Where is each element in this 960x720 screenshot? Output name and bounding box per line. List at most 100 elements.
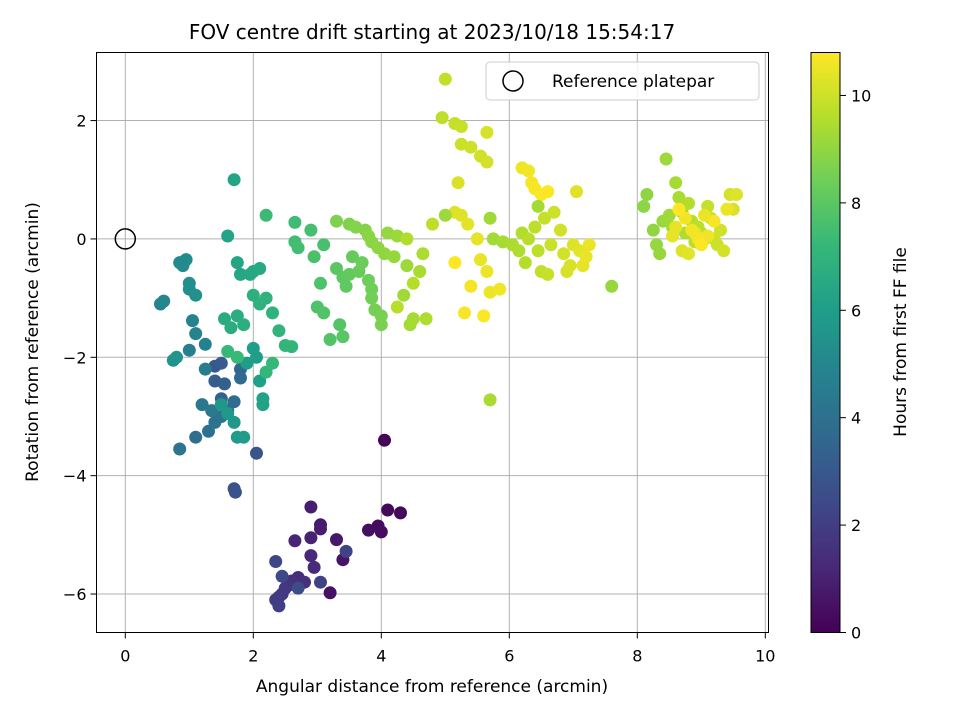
data-point — [323, 333, 337, 346]
data-point — [659, 152, 673, 166]
colorbar-label: Hours from first FF file — [891, 247, 911, 437]
colorbar-gradient — [810, 52, 841, 633]
x-tick-label: 4 — [376, 647, 386, 666]
x-tick-label: 2 — [248, 647, 258, 666]
data-point — [266, 356, 279, 370]
data-point — [698, 208, 711, 222]
data-point — [227, 415, 241, 429]
data-point — [333, 318, 347, 332]
data-point — [224, 321, 238, 335]
data-point — [438, 208, 452, 222]
data-point — [547, 205, 561, 219]
data-point — [330, 533, 343, 547]
data-point — [237, 430, 251, 444]
data-point — [234, 267, 247, 281]
data-point — [378, 433, 391, 447]
data-point — [387, 250, 401, 264]
x-tick-label: 8 — [632, 647, 642, 666]
data-point — [189, 288, 203, 302]
data-point — [570, 185, 583, 199]
data-point — [250, 350, 263, 364]
data-point — [221, 344, 235, 358]
data-point — [448, 256, 462, 270]
data-point — [480, 155, 494, 169]
data-point — [304, 549, 318, 563]
data-point — [458, 306, 471, 320]
data-point — [304, 500, 318, 514]
data-point — [227, 395, 241, 409]
data-point — [528, 220, 542, 234]
legend-marker — [502, 70, 524, 92]
y-tick-label: 2 — [76, 112, 86, 131]
data-point — [646, 223, 660, 237]
data-point — [720, 202, 734, 216]
data-point — [250, 446, 263, 460]
data-point — [189, 327, 203, 341]
data-point — [544, 238, 558, 252]
colorbar-tick-label: 2 — [851, 516, 861, 535]
data-point — [483, 211, 497, 225]
data-point — [291, 241, 305, 255]
data-point — [339, 279, 353, 293]
colorbar-tick-label: 6 — [851, 301, 861, 320]
data-point — [275, 569, 289, 583]
data-point — [682, 196, 695, 210]
data-point — [362, 523, 375, 537]
data-point — [291, 581, 305, 595]
data-point — [416, 247, 430, 261]
data-point — [730, 188, 743, 201]
data-point — [173, 442, 187, 456]
data-point — [406, 312, 420, 326]
data-point — [374, 525, 388, 539]
colorbar: 0 2 4 6 8 10 Hours from first FF file — [810, 52, 911, 643]
data-point — [480, 265, 494, 278]
data-point — [195, 398, 209, 412]
data-point — [230, 350, 244, 364]
data-point — [390, 300, 404, 314]
data-point — [538, 211, 551, 225]
data-point — [317, 306, 331, 320]
data-point — [221, 229, 235, 243]
data-point — [272, 599, 286, 613]
data-point — [346, 250, 359, 264]
data-point — [266, 306, 279, 320]
data-point — [531, 244, 545, 258]
data-point — [179, 253, 193, 267]
data-point — [198, 337, 212, 351]
data-point — [304, 531, 318, 545]
data-point — [330, 214, 343, 228]
data-point — [272, 324, 286, 338]
data-point — [400, 259, 414, 273]
data-point — [355, 256, 369, 270]
data-point — [336, 330, 350, 344]
data-point — [198, 362, 212, 376]
y-tick-label: −4 — [63, 467, 87, 486]
data-point — [493, 282, 507, 296]
data-point — [189, 430, 203, 444]
data-point — [563, 259, 577, 273]
data-point — [685, 223, 699, 237]
data-point — [470, 232, 484, 246]
data-point — [426, 217, 439, 231]
data-point — [157, 294, 171, 308]
data-point — [640, 188, 654, 201]
data-point — [413, 265, 427, 278]
data-point — [317, 238, 331, 252]
data-point — [240, 356, 254, 370]
data-point — [314, 276, 327, 290]
data-point — [365, 282, 379, 296]
data-point — [541, 267, 555, 281]
chart-title: FOV centre drift starting at 2023/10/18 … — [189, 20, 675, 44]
data-point — [234, 371, 247, 385]
y-axis-label: Rotation from reference (arcmin) — [23, 202, 43, 482]
data-point — [579, 250, 593, 264]
data-point — [554, 223, 567, 237]
data-point — [381, 503, 395, 517]
data-point — [400, 232, 414, 246]
data-point — [694, 238, 708, 252]
data-point — [474, 253, 487, 267]
colorbar-tick-label: 0 — [851, 624, 861, 643]
data-point — [186, 314, 199, 328]
data-point — [259, 208, 273, 222]
